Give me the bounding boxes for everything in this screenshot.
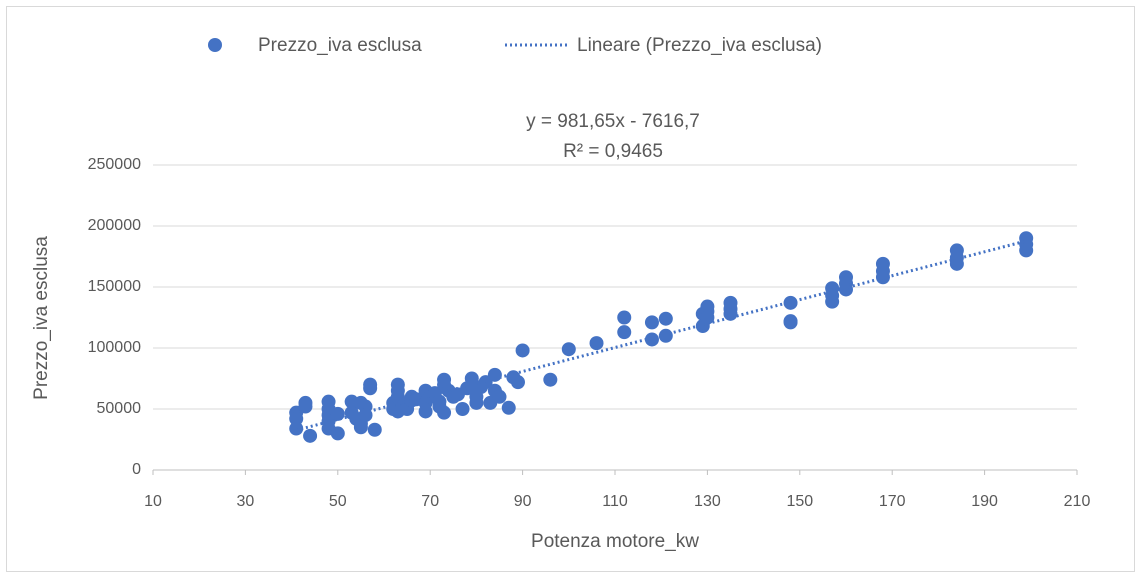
data-point <box>825 294 840 309</box>
x-tick-label: 130 <box>694 493 721 510</box>
trendline <box>295 239 1027 432</box>
y-axis-label: Prezzo_iva esclusa <box>31 236 52 400</box>
data-point <box>783 315 798 330</box>
data-point <box>298 399 313 414</box>
data-point <box>469 395 484 410</box>
data-point <box>1019 243 1034 258</box>
x-tick-label: 210 <box>1064 493 1091 510</box>
data-point <box>418 404 433 419</box>
data-point <box>644 332 659 347</box>
x-tick-label: 30 <box>237 493 255 510</box>
data-point <box>543 372 558 387</box>
x-tick-label: 90 <box>514 493 532 510</box>
chart-border <box>6 6 1135 572</box>
y-tick-label: 200000 <box>88 217 141 234</box>
data-point <box>617 310 632 325</box>
data-point <box>303 428 318 443</box>
data-point <box>644 315 659 330</box>
data-point <box>561 342 576 357</box>
y-tick-label: 0 <box>132 461 141 478</box>
data-point <box>723 306 738 321</box>
trend-equation: y = 981,65x - 7616,7 <box>526 111 700 132</box>
data-point <box>437 405 452 420</box>
data-point <box>617 325 632 340</box>
x-tick-label: 110 <box>602 493 628 510</box>
data-point <box>589 336 604 351</box>
data-point <box>289 411 304 426</box>
data-point <box>515 343 530 358</box>
data-point <box>330 426 345 441</box>
data-point <box>658 311 673 326</box>
x-axis-label: Potenza motore_kw <box>531 531 699 552</box>
legend-label: Prezzo_iva esclusa <box>258 35 422 56</box>
data-point <box>510 375 525 390</box>
data-point <box>367 422 382 437</box>
y-tick-label: 50000 <box>97 400 142 417</box>
data-point <box>363 381 378 396</box>
data-point <box>501 400 516 415</box>
x-tick-label: 70 <box>421 493 439 510</box>
data-point <box>949 256 964 271</box>
x-tick-label: 10 <box>144 493 162 510</box>
y-tick-label: 250000 <box>88 156 141 173</box>
data-point <box>455 402 470 416</box>
x-tick-label: 150 <box>786 493 813 510</box>
data-point <box>330 406 345 421</box>
x-tick-label: 190 <box>971 493 998 510</box>
x-tick-label: 170 <box>879 493 906 510</box>
legend-label: Lineare (Prezzo_iva esclusa) <box>577 35 822 56</box>
data-point <box>353 420 368 435</box>
data-point <box>700 310 715 325</box>
legend-marker <box>208 38 222 52</box>
x-tick-label: 50 <box>329 493 347 510</box>
data-point <box>289 421 304 436</box>
trend-r2: R² = 0,9465 <box>563 141 663 162</box>
data-point <box>492 389 507 404</box>
y-tick-label: 100000 <box>88 339 141 356</box>
data-point <box>839 282 853 297</box>
y-tick-label: 150000 <box>88 278 141 295</box>
